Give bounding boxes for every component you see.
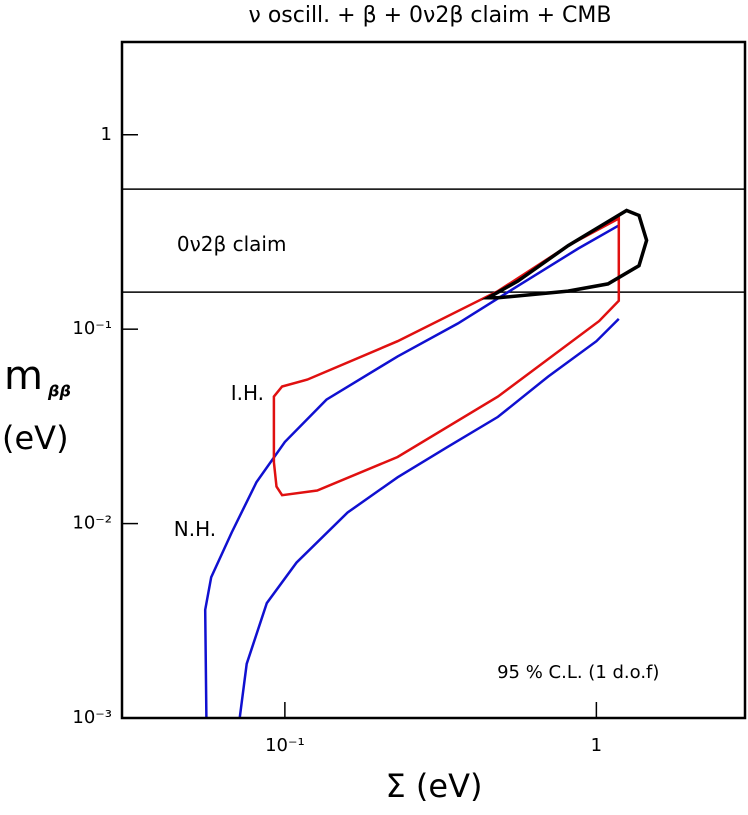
curve bbox=[481, 208, 649, 300]
annotation: 95 % C.L. (1 d.o.f) bbox=[497, 662, 659, 683]
curve bbox=[238, 318, 620, 719]
annotation: N.H. bbox=[174, 517, 216, 541]
y-tick-label: 10⁻³ bbox=[72, 707, 112, 728]
curve bbox=[203, 224, 620, 719]
y-tick-label: 10⁻² bbox=[72, 513, 112, 534]
plot-frame bbox=[120, 40, 747, 720]
x-axis-label: Σ (eV) bbox=[386, 767, 483, 805]
y-axis-unit: (eV) bbox=[2, 419, 69, 457]
x-tick-label: 10⁻¹ bbox=[265, 735, 305, 756]
x-tick-label: 1 bbox=[591, 735, 602, 756]
y-axis-label: m bbox=[4, 353, 43, 399]
y-tick-label: 10⁻¹ bbox=[72, 318, 112, 339]
y-axis-label-subscript: ββ bbox=[47, 382, 71, 401]
annotation: 0ν2β claim bbox=[177, 232, 287, 256]
annotation: I.H. bbox=[231, 381, 264, 405]
curve bbox=[272, 216, 621, 497]
y-tick-label: 1 bbox=[101, 124, 112, 145]
chart-title: ν oscill. + β + 0ν2β claim + CMB bbox=[249, 3, 612, 28]
